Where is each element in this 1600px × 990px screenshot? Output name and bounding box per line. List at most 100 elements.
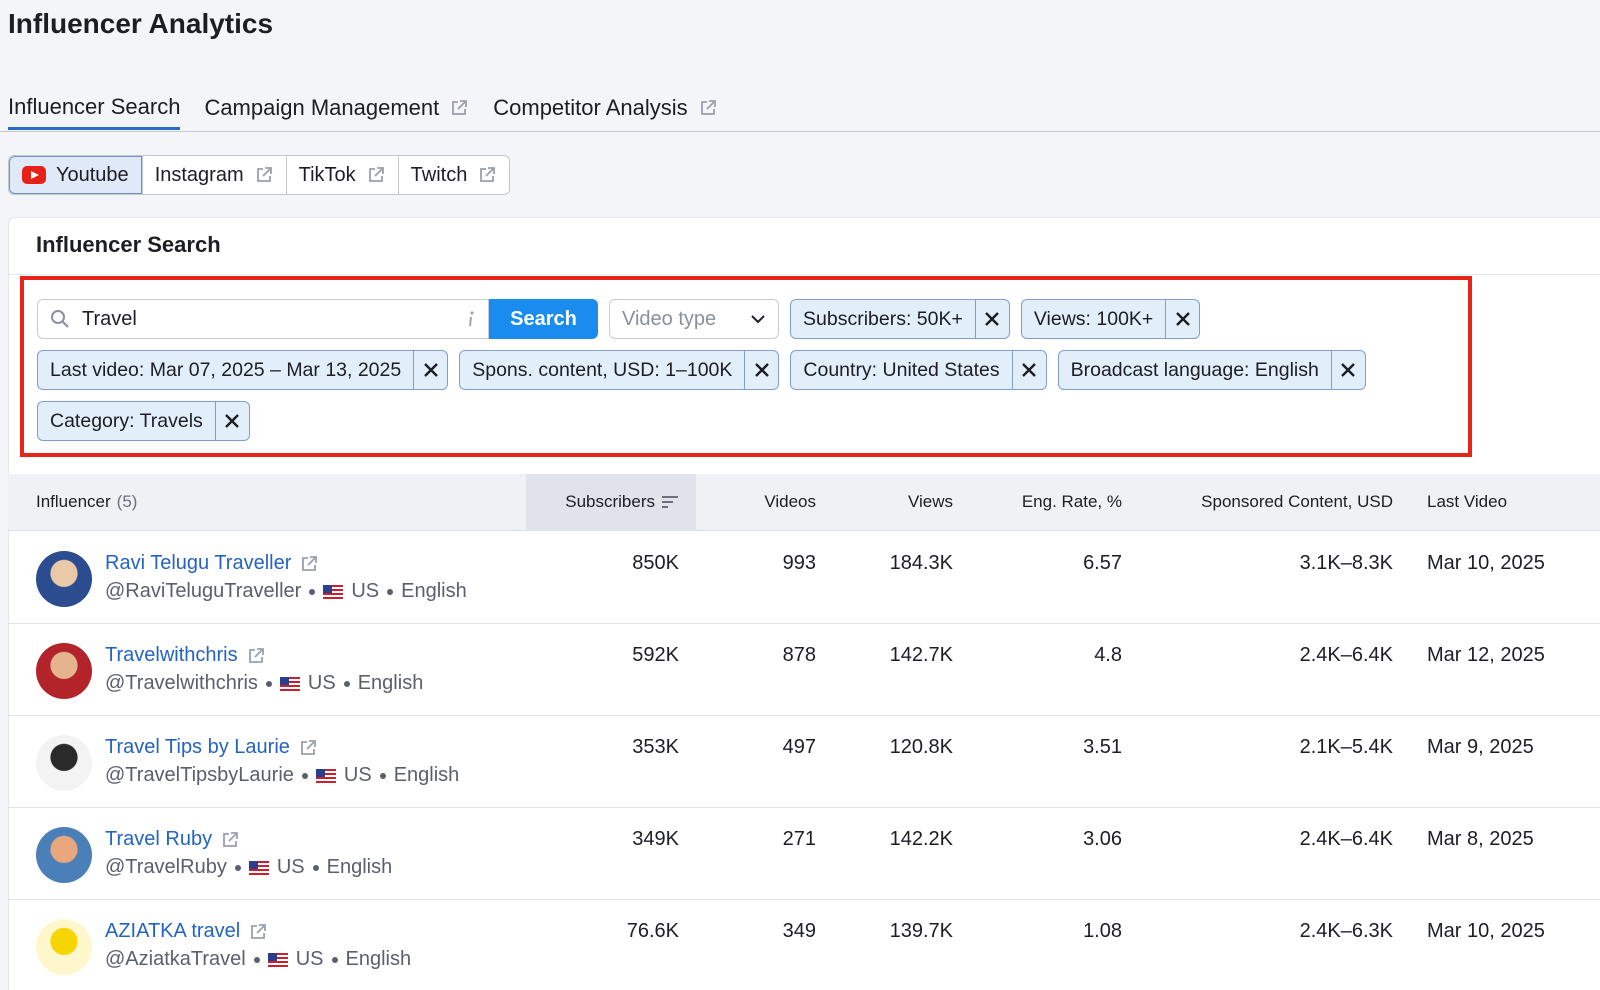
search-input[interactable]: Travel	[37, 299, 489, 339]
page-title: Influencer Analytics	[8, 8, 274, 39]
filter-chip[interactable]: Views: 100K+	[1020, 299, 1201, 339]
info-icon	[469, 311, 474, 327]
separator-dot	[234, 864, 241, 871]
avatar	[36, 735, 92, 791]
influencer-name[interactable]: Travel Tips by Laurie	[105, 736, 290, 758]
separator-dot	[265, 680, 272, 687]
tab-divider	[0, 131, 1600, 132]
influencer-name-cell: Travel Tips by Laurie	[105, 736, 318, 759]
cell-subscribers: 76.6K	[626, 920, 679, 942]
remove-filter[interactable]	[1330, 351, 1365, 389]
icon	[267, 952, 288, 967]
cell-eng-rate: 3.06	[1083, 828, 1122, 850]
external-link-icon	[368, 167, 384, 182]
tab-label: Competitor Analysis	[493, 95, 688, 120]
column-label: Videos	[764, 492, 816, 511]
cell-subscribers: 850K	[632, 552, 679, 574]
filter-chip[interactable]: Category: Travels	[37, 401, 250, 441]
icon	[742, 362, 782, 378]
icon	[661, 495, 679, 509]
tab[interactable]: Campaign Management	[204, 86, 469, 130]
us-flag	[267, 952, 288, 967]
icon	[246, 646, 266, 666]
platform-button[interactable]: Instagram	[141, 156, 286, 194]
icon	[972, 311, 1012, 327]
row-divider	[8, 623, 1600, 624]
cell-views: 142.2K	[889, 828, 953, 850]
influencer-meta: @AziatkaTravel US English	[105, 948, 411, 971]
column-label: Influencer	[36, 492, 111, 511]
tab-label: Campaign Management	[204, 95, 440, 120]
filter-chip[interactable]: Last video: Mar 07, 2025 – Mar 13, 2025	[37, 350, 449, 390]
cell-sponsored: 2.4K–6.4K	[1299, 828, 1393, 850]
us-flag	[315, 768, 336, 783]
filter-chip[interactable]: Spons. content, USD: 1–100K	[459, 350, 780, 390]
filter-label: Last video: Mar 07, 2025 – Mar 13, 2025	[50, 358, 402, 381]
cell-last-video: Mar 10, 2025	[1427, 920, 1545, 942]
influencer-name[interactable]: Ravi Telugu Traveller	[105, 552, 292, 574]
column-header: Influencer (5)	[36, 492, 137, 512]
icon	[254, 165, 274, 185]
column-header: Views	[908, 492, 953, 512]
remove-filter[interactable]	[214, 402, 249, 440]
row-divider	[8, 715, 1600, 716]
cell-last-video: Mar 9, 2025	[1427, 736, 1534, 758]
us-flag	[248, 860, 269, 875]
platform-button[interactable]: Youtube	[9, 156, 142, 194]
remove-filter[interactable]	[744, 351, 778, 389]
icon	[411, 362, 451, 378]
remove-filter[interactable]	[972, 300, 1012, 338]
close-icon	[755, 363, 769, 377]
remove-filter[interactable]	[1165, 300, 1199, 338]
column-label: Last Video	[1427, 492, 1508, 511]
influencer-name-cell: Ravi Telugu Traveller	[105, 552, 319, 575]
remove-filter[interactable]	[1011, 351, 1046, 389]
language: English	[326, 856, 393, 878]
search-button[interactable]: Search	[489, 299, 598, 339]
tab[interactable]: Influencer Search	[8, 86, 181, 130]
filter-chip[interactable]: Subscribers: 50K+	[790, 299, 1010, 339]
video-type-select[interactable]: Video type	[609, 299, 779, 339]
language: English	[345, 948, 412, 970]
filter-chip[interactable]: Country: United States	[790, 350, 1047, 390]
external-link-icon	[302, 555, 318, 571]
cell-views: 142.7K	[889, 644, 953, 666]
influencer-meta: @TravelTipsbyLaurie US English	[105, 764, 459, 787]
icon	[248, 922, 268, 942]
column-header: Last Video	[1427, 492, 1507, 512]
search-icon	[51, 310, 69, 328]
sort-icon	[662, 496, 678, 508]
panel-title: Influencer Search	[36, 232, 221, 257]
column-header: Eng. Rate, %	[1022, 492, 1122, 512]
cell-last-video: Mar 8, 2025	[1427, 828, 1534, 850]
icon	[323, 584, 344, 599]
external-link-icon	[700, 100, 716, 115]
filter-label: Spons. content, USD: 1–100K	[472, 358, 733, 381]
chevron	[751, 315, 765, 324]
column-header[interactable]: Subscribers	[565, 492, 679, 512]
icon	[248, 860, 269, 875]
handle: @AziatkaTravel	[105, 948, 246, 970]
close-icon	[1341, 363, 1356, 377]
separator-dot	[379, 772, 386, 779]
cell-eng-rate: 1.08	[1083, 920, 1122, 942]
row-divider	[8, 899, 1600, 900]
filter-chip[interactable]: Broadcast language: English	[1057, 350, 1366, 390]
cell-videos: 497	[782, 736, 816, 758]
icon	[279, 676, 300, 691]
influencer-count: (5)	[116, 492, 138, 511]
platform-button[interactable]: Twitch	[397, 156, 510, 194]
icon	[220, 830, 240, 850]
remove-filter[interactable]	[413, 351, 447, 389]
cell-subscribers: 353K	[632, 736, 679, 758]
close-icon	[423, 363, 438, 377]
influencer-name[interactable]: Travel Ruby	[105, 828, 213, 850]
influencer-name[interactable]: AZIATKA travel	[105, 920, 241, 942]
icon	[449, 98, 469, 118]
country: US	[351, 580, 380, 602]
close-icon	[1022, 363, 1036, 377]
platform-button[interactable]: TikTok	[285, 156, 398, 194]
panel-divider	[8, 274, 1600, 275]
tab[interactable]: Competitor Analysis	[493, 86, 717, 130]
influencer-name[interactable]: Travelwithchris	[105, 644, 238, 666]
